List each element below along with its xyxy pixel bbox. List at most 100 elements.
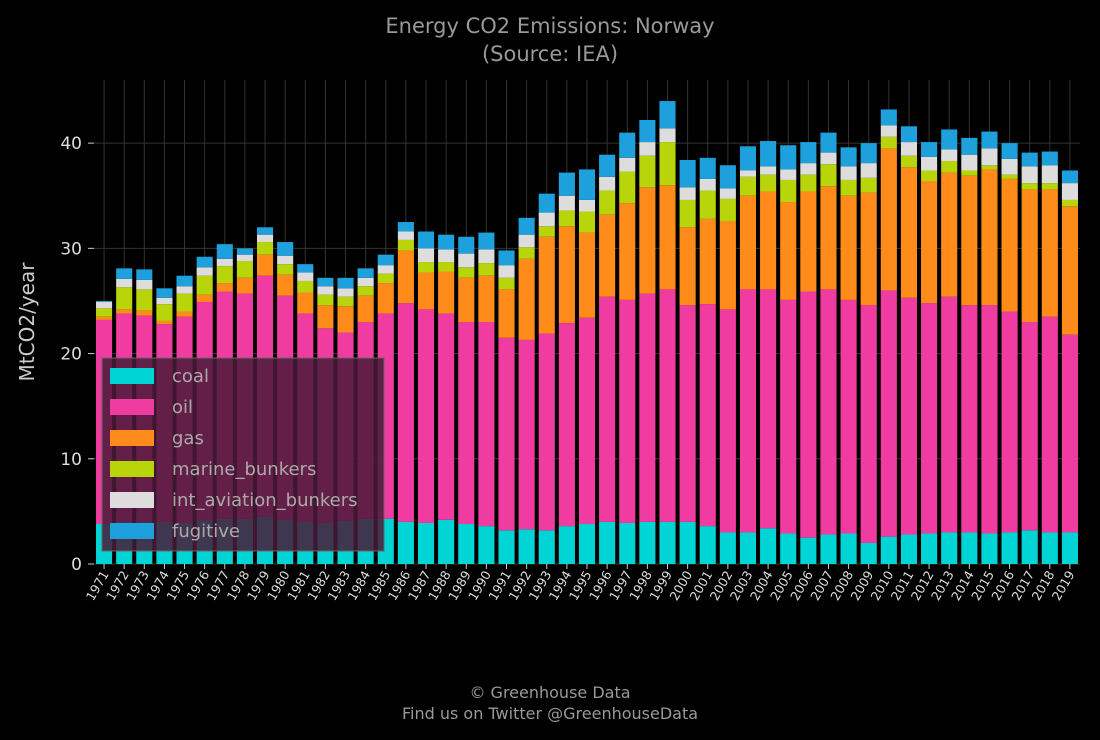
bar-coal-2002	[719, 532, 736, 564]
bar-int_aviation_bunkers-1980	[277, 255, 294, 265]
bar-gas-1980	[277, 274, 294, 296]
bar-fugitive-2006	[800, 142, 817, 164]
bar-fugitive-2000	[679, 159, 696, 188]
bar-oil-1997	[619, 299, 636, 523]
bar-gas-1992	[518, 258, 535, 340]
bar-gas-1972	[116, 309, 133, 314]
bar-coal-2015	[981, 533, 998, 564]
bar-oil-2015	[981, 305, 998, 534]
bar-fugitive-2016	[1001, 143, 1018, 159]
bar-fugitive-1979	[256, 227, 274, 235]
bar-int_aviation_bunkers-1981	[297, 272, 314, 281]
bar-fugitive-1998	[639, 119, 656, 143]
bar-int_aviation_bunkers-1992	[518, 234, 535, 248]
bar-gas-2011	[900, 167, 918, 298]
bar-oil-2012	[921, 303, 938, 534]
bar-oil-1999	[659, 289, 676, 522]
legend-swatch-oil	[110, 399, 154, 415]
bar-int_aviation_bunkers-1995	[578, 199, 596, 212]
bar-fugitive-1993	[538, 193, 555, 213]
bar-fugitive-2013	[941, 129, 958, 150]
bar-marine_bunkers-1987	[417, 262, 435, 273]
bar-marine_bunkers-1998	[639, 155, 656, 188]
bar-int_aviation_bunkers-1984	[357, 277, 374, 287]
bar-gas-1988	[438, 271, 455, 314]
bar-marine_bunkers-2018	[1041, 183, 1058, 190]
bar-marine_bunkers-1989	[458, 267, 475, 278]
bar-fugitive-1996	[599, 154, 616, 177]
bar-marine_bunkers-1996	[599, 190, 616, 215]
bar-coal-2018	[1041, 532, 1058, 564]
bar-int_aviation_bunkers-2001	[699, 178, 716, 191]
bar-fugitive-1981	[297, 264, 314, 273]
bar-oil-1996	[599, 296, 616, 522]
bar-oil-1993	[538, 333, 555, 531]
bar-fugitive-1978	[236, 248, 253, 255]
bar-marine_bunkers-2001	[699, 190, 716, 219]
bar-coal-1989	[458, 524, 475, 564]
bar-fugitive-1971	[96, 300, 113, 303]
bar-coal-2013	[941, 532, 958, 564]
bar-fugitive-1987	[417, 231, 435, 249]
y-tick-label: 20	[60, 345, 82, 365]
bar-coal-2004	[760, 528, 777, 564]
bar-fugitive-1974	[156, 288, 173, 298]
bar-int_aviation_bunkers-1987	[417, 248, 435, 263]
bar-coal-1992	[518, 529, 535, 564]
bar-int_aviation_bunkers-1991	[498, 265, 515, 278]
bar-int_aviation_bunkers-2010	[880, 125, 897, 137]
bar-int_aviation_bunkers-2000	[679, 187, 696, 200]
bar-fugitive-2018	[1041, 151, 1058, 166]
bar-gas-2018	[1041, 189, 1058, 317]
bar-oil-1988	[438, 313, 455, 520]
y-tick-label: 0	[71, 555, 82, 575]
bar-fugitive-1991	[498, 250, 515, 266]
credit-twitter: Find us on Twitter @GreenhouseData	[401, 704, 699, 723]
bar-oil-1998	[639, 293, 656, 522]
chart-subtitle: (Source: IEA)	[481, 42, 619, 66]
bar-gas-1983	[337, 306, 354, 333]
bar-oil-1990	[478, 322, 495, 527]
bar-marine_bunkers-1988	[438, 262, 455, 272]
y-tick-label: 40	[60, 134, 82, 154]
bar-coal-1987	[417, 522, 435, 564]
bar-int_aviation_bunkers-2009	[860, 163, 877, 178]
bar-marine_bunkers-1995	[578, 211, 596, 233]
bar-coal-2000	[679, 521, 696, 564]
bar-int_aviation_bunkers-1989	[458, 253, 475, 268]
legend-swatch-int_aviation_bunkers	[110, 492, 154, 508]
bar-marine_bunkers-2016	[1001, 174, 1018, 179]
bar-int_aviation_bunkers-1975	[176, 286, 193, 294]
bar-oil-2014	[961, 305, 978, 533]
bar-fugitive-1994	[558, 172, 575, 196]
bar-fugitive-2014	[961, 137, 978, 155]
bar-int_aviation_bunkers-2004	[760, 166, 777, 175]
bar-fugitive-2017	[1021, 152, 1038, 167]
bar-oil-2017	[1021, 322, 1038, 531]
bar-marine_bunkers-2014	[961, 170, 978, 176]
bar-gas-2012	[921, 181, 938, 304]
bar-int_aviation_bunkers-2019	[1061, 183, 1078, 200]
bar-marine_bunkers-1973	[136, 289, 153, 311]
credit-copyright: © Greenhouse Data	[469, 683, 631, 702]
bar-marine_bunkers-1979	[256, 242, 274, 255]
bar-fugitive-2019	[1061, 170, 1078, 184]
bar-oil-2002	[719, 309, 736, 533]
bar-marine_bunkers-1977	[216, 266, 233, 284]
bar-gas-1986	[397, 250, 414, 304]
bar-gas-1999	[659, 185, 676, 290]
bar-oil-2011	[900, 297, 918, 535]
bar-coal-1988	[438, 519, 455, 564]
bar-marine_bunkers-1990	[478, 263, 495, 276]
bar-oil-2001	[699, 304, 716, 527]
bar-fugitive-2009	[860, 143, 877, 164]
bar-fugitive-2012	[921, 142, 938, 157]
bar-int_aviation_bunkers-1972	[116, 278, 133, 288]
bar-gas-2010	[880, 148, 897, 291]
bar-oil-2016	[1001, 311, 1018, 533]
bar-int_aviation_bunkers-1988	[438, 249, 455, 263]
bar-marine_bunkers-2010	[880, 136, 897, 149]
y-tick-label: 30	[60, 239, 82, 259]
bar-marine_bunkers-2005	[780, 179, 797, 203]
bar-gas-2001	[699, 218, 716, 305]
